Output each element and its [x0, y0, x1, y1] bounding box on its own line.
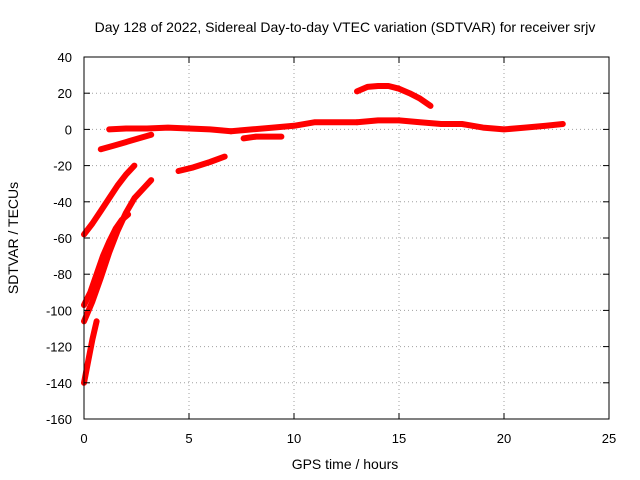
grid: [84, 57, 609, 419]
y-tick-label: -80: [53, 267, 72, 282]
y-axis-label: SDTVAR / TECUs: [5, 182, 21, 294]
x-tick-label: 15: [392, 431, 406, 446]
y-tick-label: 40: [58, 50, 72, 65]
series-line-arc-6: [106, 124, 234, 135]
series-line-arc-1: [81, 162, 138, 238]
y-tick-label: -120: [46, 340, 72, 355]
y-tick-label: 0: [65, 122, 72, 137]
y-tick-label: -100: [46, 303, 72, 318]
series-line-arc-10: [354, 83, 434, 109]
y-tick-label: -60: [53, 231, 72, 246]
ticks: -160 -140 -120 -100 -80 -60 -40 -20 0 20 40 0 5 10 15 2…: [46, 50, 616, 446]
y-tick-label: -20: [53, 159, 72, 174]
series-line-arc-11: [354, 117, 566, 133]
x-tick-label: 20: [497, 431, 511, 446]
series-line-arc-4: [81, 318, 100, 386]
plot-frame: [83, 56, 610, 420]
y-tick-label: -40: [53, 195, 72, 210]
series-line-arc-3: [81, 211, 132, 308]
x-tick-label: 5: [185, 431, 192, 446]
chart-title: Day 128 of 2022, Sidereal Day-to-day VTE…: [95, 19, 596, 35]
x-tick-label: 10: [287, 431, 301, 446]
x-axis-label: GPS time / hours: [292, 456, 399, 472]
series-line-arc-5: [97, 131, 155, 153]
series-line-arc-8: [228, 119, 360, 135]
y-tick-label: -140: [46, 376, 72, 391]
y-tick-label: 20: [58, 86, 72, 101]
x-tick-label: 0: [80, 431, 87, 446]
series-line-arc-9: [240, 133, 285, 142]
x-tick-label: 25: [602, 431, 616, 446]
y-tick-label: -160: [46, 412, 72, 427]
series-line-arc-7: [175, 153, 228, 174]
series-line-arc-2: [81, 177, 155, 325]
series-layer: [81, 83, 566, 386]
